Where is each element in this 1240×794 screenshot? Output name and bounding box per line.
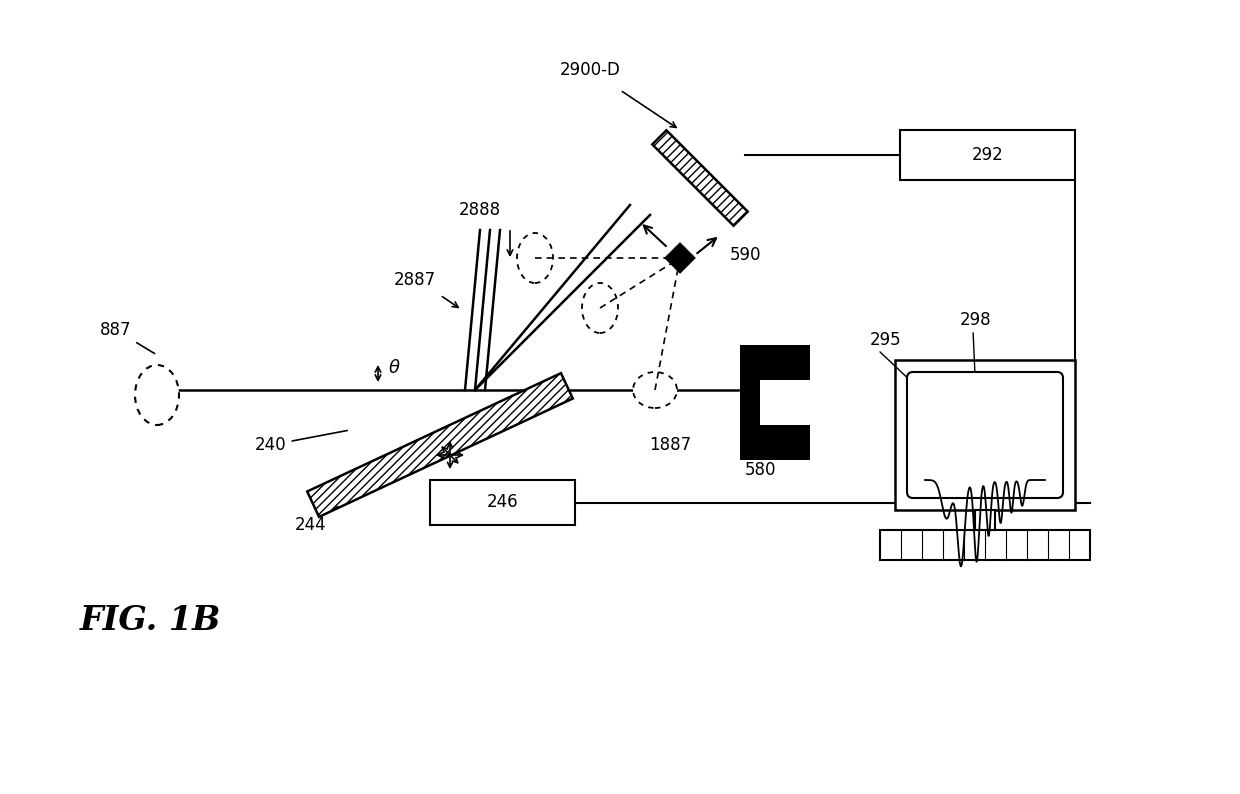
Bar xyxy=(740,345,810,380)
Ellipse shape xyxy=(582,283,618,333)
Text: 298: 298 xyxy=(960,311,992,329)
Text: $\theta$: $\theta$ xyxy=(388,359,401,377)
Text: 244: 244 xyxy=(295,507,337,534)
Text: 2900-D: 2900-D xyxy=(559,61,620,79)
Bar xyxy=(652,130,748,225)
Bar xyxy=(880,530,1090,560)
Bar xyxy=(308,373,573,517)
Text: 2887: 2887 xyxy=(394,271,436,289)
Text: 580: 580 xyxy=(744,461,776,479)
Text: FIG. 1B: FIG. 1B xyxy=(81,604,222,637)
Bar xyxy=(900,130,1075,180)
Bar xyxy=(895,360,1075,510)
Bar xyxy=(975,510,994,530)
Polygon shape xyxy=(666,244,694,272)
Ellipse shape xyxy=(135,365,179,425)
Text: 295: 295 xyxy=(870,331,901,349)
Ellipse shape xyxy=(517,233,553,283)
Text: 292: 292 xyxy=(972,146,1004,164)
Bar xyxy=(740,425,810,460)
FancyBboxPatch shape xyxy=(906,372,1063,498)
Text: 246: 246 xyxy=(487,493,518,511)
Ellipse shape xyxy=(632,372,677,408)
Text: 887: 887 xyxy=(100,321,155,353)
Text: 240: 240 xyxy=(255,430,347,454)
Text: 590: 590 xyxy=(730,246,761,264)
Bar xyxy=(740,345,760,460)
Bar xyxy=(430,480,575,525)
Text: 1887: 1887 xyxy=(649,436,691,454)
Text: 2888: 2888 xyxy=(459,201,501,219)
